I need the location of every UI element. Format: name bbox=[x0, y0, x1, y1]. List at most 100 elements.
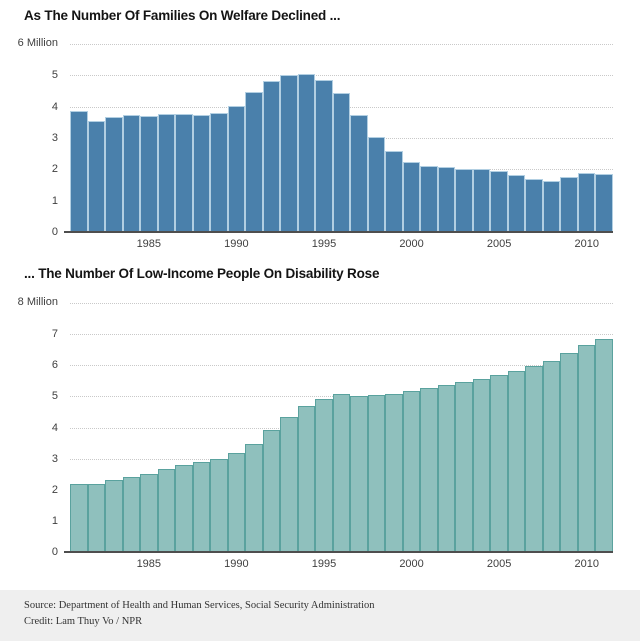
y-tick-label: 3 bbox=[51, 132, 58, 144]
source-line: Source: Department of Health and Human S… bbox=[24, 600, 375, 611]
bar-2010 bbox=[577, 173, 596, 232]
source-credit-footer: Source: Department of Health and Human S… bbox=[0, 590, 640, 641]
bar-1994 bbox=[297, 73, 316, 232]
bar-1987 bbox=[175, 113, 193, 232]
bar-2000 bbox=[402, 161, 421, 232]
x-axis-baseline bbox=[64, 551, 613, 553]
bar-2009 bbox=[560, 176, 578, 232]
gridline bbox=[70, 365, 613, 367]
bar-1995 bbox=[315, 398, 333, 552]
bar-2010 bbox=[577, 345, 596, 552]
bar-2006 bbox=[507, 371, 526, 552]
y-tick-label: 5 bbox=[51, 69, 58, 82]
bar-1996 bbox=[332, 394, 351, 552]
bar-1995 bbox=[315, 80, 333, 232]
x-axis-baseline bbox=[64, 231, 613, 233]
bar-1982 bbox=[87, 484, 106, 552]
bar-2003 bbox=[455, 381, 473, 552]
bar-2003 bbox=[455, 168, 473, 232]
bar-1990 bbox=[227, 453, 246, 552]
bar-1988 bbox=[192, 461, 211, 552]
bar-1985 bbox=[140, 473, 158, 552]
x-tick-label: 1995 bbox=[311, 558, 337, 570]
bar-1992 bbox=[262, 430, 281, 552]
y-tick-label: 2 bbox=[51, 483, 58, 496]
disability-recipients-chart: ... The Number Of Low-Income People On D… bbox=[0, 258, 640, 588]
x-tick-label: 2005 bbox=[486, 558, 512, 570]
bar-1981 bbox=[70, 483, 88, 552]
bar-2008 bbox=[542, 180, 561, 232]
bar-2005 bbox=[490, 170, 508, 232]
bar-1985 bbox=[140, 116, 158, 232]
y-tick-label: 0 bbox=[51, 546, 58, 558]
bar-1988 bbox=[192, 114, 211, 232]
credit-line: Credit: Lam Thuy Vo / NPR bbox=[24, 616, 143, 627]
bar-1989 bbox=[210, 459, 228, 552]
bar-1989 bbox=[210, 113, 228, 232]
chart-title: As The Number Of Families On Welfare Dec… bbox=[24, 8, 341, 23]
bar-2005 bbox=[490, 375, 508, 552]
x-tick-label: 1985 bbox=[136, 558, 162, 570]
y-tick-label: 4 bbox=[51, 100, 58, 113]
x-tick-label: 2000 bbox=[399, 558, 424, 570]
y-tick-label: 1 bbox=[51, 194, 58, 207]
plot-area bbox=[70, 44, 613, 232]
y-tick-label: 3 bbox=[51, 452, 58, 465]
y-tick-label: 7 bbox=[51, 328, 58, 341]
x-tick-label: 1995 bbox=[311, 238, 337, 250]
bar-1984 bbox=[122, 115, 141, 232]
bar-2000 bbox=[402, 391, 421, 552]
y-axis-unit-label: 6 Million bbox=[17, 37, 58, 49]
gridline bbox=[70, 303, 613, 304]
bar-1986 bbox=[157, 114, 176, 232]
bar-2001 bbox=[420, 166, 438, 232]
bar-1987 bbox=[175, 464, 193, 552]
bar-1993 bbox=[280, 416, 298, 552]
bar-2006 bbox=[507, 175, 526, 232]
bar-2002 bbox=[437, 167, 456, 232]
x-tick-label: 1990 bbox=[224, 558, 249, 570]
bar-2004 bbox=[472, 169, 491, 232]
bar-2002 bbox=[437, 384, 456, 552]
y-tick-label: 4 bbox=[51, 421, 58, 434]
y-tick-label: 6 bbox=[51, 359, 58, 372]
bar-1993 bbox=[280, 75, 298, 232]
x-tick-label: 2005 bbox=[486, 238, 512, 250]
y-tick-label: 2 bbox=[51, 163, 58, 176]
bar-series bbox=[70, 303, 613, 552]
bar-1990 bbox=[227, 105, 246, 232]
bar-series bbox=[70, 44, 613, 232]
y-tick-label: 1 bbox=[51, 514, 58, 527]
x-tick-label: 1985 bbox=[136, 238, 162, 250]
plot-area bbox=[70, 303, 613, 552]
bar-1984 bbox=[122, 477, 141, 552]
bar-1991 bbox=[245, 92, 263, 232]
bar-1992 bbox=[262, 81, 281, 232]
bar-1983 bbox=[105, 117, 123, 232]
y-axis-unit-label: 8 Million bbox=[17, 296, 58, 308]
bar-1997 bbox=[350, 114, 368, 232]
bar-2007 bbox=[525, 366, 543, 552]
x-tick-label: 2010 bbox=[574, 238, 599, 250]
bar-1994 bbox=[297, 406, 316, 552]
y-tick-label: 0 bbox=[51, 226, 58, 238]
x-tick-label: 2010 bbox=[574, 558, 599, 570]
bar-1996 bbox=[332, 92, 351, 232]
bar-1998 bbox=[367, 136, 386, 232]
bar-2007 bbox=[525, 178, 543, 232]
bar-1999 bbox=[385, 151, 403, 232]
y-tick-label: 5 bbox=[51, 390, 58, 403]
chart-title: ... The Number Of Low-Income People On D… bbox=[24, 266, 380, 281]
x-tick-label: 2000 bbox=[399, 238, 424, 250]
bar-1997 bbox=[350, 396, 368, 552]
bar-2001 bbox=[420, 388, 438, 552]
welfare-families-chart: As The Number Of Families On Welfare Dec… bbox=[0, 0, 640, 256]
bar-2011 bbox=[595, 174, 613, 232]
bar-1991 bbox=[245, 444, 263, 552]
bar-1986 bbox=[157, 469, 176, 552]
bar-1999 bbox=[385, 393, 403, 552]
bar-2004 bbox=[472, 378, 491, 552]
x-tick-label: 1990 bbox=[224, 238, 249, 250]
bar-1983 bbox=[105, 480, 123, 552]
